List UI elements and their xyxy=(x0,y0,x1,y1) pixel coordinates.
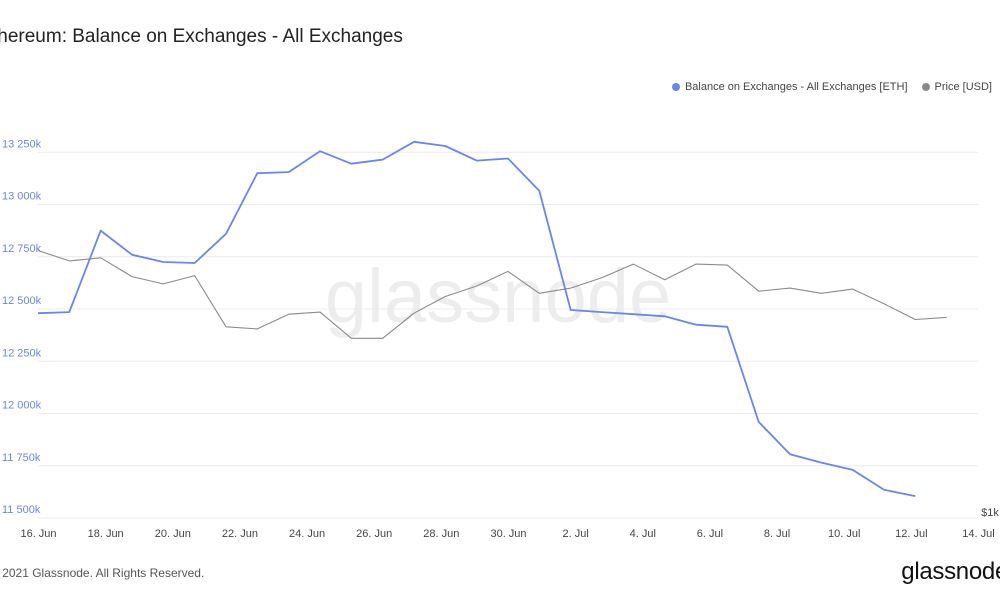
x-tick-label: 8. Jul xyxy=(764,528,790,540)
legend-label-balance: Balance on Exchanges - All Exchanges [ET… xyxy=(684,81,908,93)
series-line-price xyxy=(37,249,947,339)
y-tick-label: 11 750k xyxy=(2,452,41,464)
y-tick-label: 12 000k xyxy=(2,400,42,412)
copyright-label: 2021 Glassnode. All Rights Reserved. xyxy=(2,566,205,580)
grid-lines xyxy=(38,151,978,519)
x-tick-label: 20. Jun xyxy=(155,528,191,540)
chart-title: thereum: Balance on Exchanges - All Exch… xyxy=(0,26,403,47)
x-tick-label: 10. Jul xyxy=(828,528,860,540)
series-line-balance xyxy=(37,140,916,497)
x-tick-label: 16. Jun xyxy=(20,528,56,540)
y-tick-label: 12 250k xyxy=(2,347,42,359)
glassnode-logo: glassnode xyxy=(901,558,1000,585)
x-tick-label: 24. Jun xyxy=(289,528,325,540)
x-tick-label: 2. Jul xyxy=(562,528,588,540)
x-tick-label: 18. Jun xyxy=(88,528,124,540)
watermark: glassnode xyxy=(325,254,672,339)
legend-label-price: Price [USD] xyxy=(934,81,992,93)
y-tick-label: 13 250k xyxy=(2,138,42,150)
series-lines xyxy=(37,140,947,497)
y-tick-label: 12 500k xyxy=(2,295,42,307)
legend-item-price[interactable]: Price [USD] xyxy=(921,81,992,93)
x-tick-label: 14. Jul xyxy=(962,528,994,540)
x-tick-label: 6. Jul xyxy=(697,528,723,540)
x-tick-label: 30. Jun xyxy=(490,528,526,540)
y-tick-label: 13 000k xyxy=(2,191,42,203)
y-tick-label: 11 500k xyxy=(2,504,41,516)
chart-legend: Balance on Exchanges - All Exchanges [ET… xyxy=(671,81,992,93)
legend-dot-price xyxy=(921,83,930,91)
x-tick-label: 22. Jun xyxy=(222,528,258,540)
x-tick-label: 26. Jun xyxy=(356,528,392,540)
axes: 11 500k 11 750k 12 000k 12 250k 12 500k 12 75… xyxy=(2,138,999,540)
x-tick-label: 12. Jul xyxy=(895,528,927,540)
right-axis-label: $1k xyxy=(981,507,999,519)
x-tick-label: 4. Jul xyxy=(630,528,656,540)
copyright-text: © 2021 Glassnode. All Rights Reserved. xyxy=(0,566,204,580)
y-tick-label: 12 750k xyxy=(2,243,42,255)
x-tick-label: 28. Jun xyxy=(423,528,459,540)
legend-item-balance[interactable]: Balance on Exchanges - All Exchanges [ET… xyxy=(671,81,908,93)
legend-dot-balance xyxy=(671,83,680,91)
